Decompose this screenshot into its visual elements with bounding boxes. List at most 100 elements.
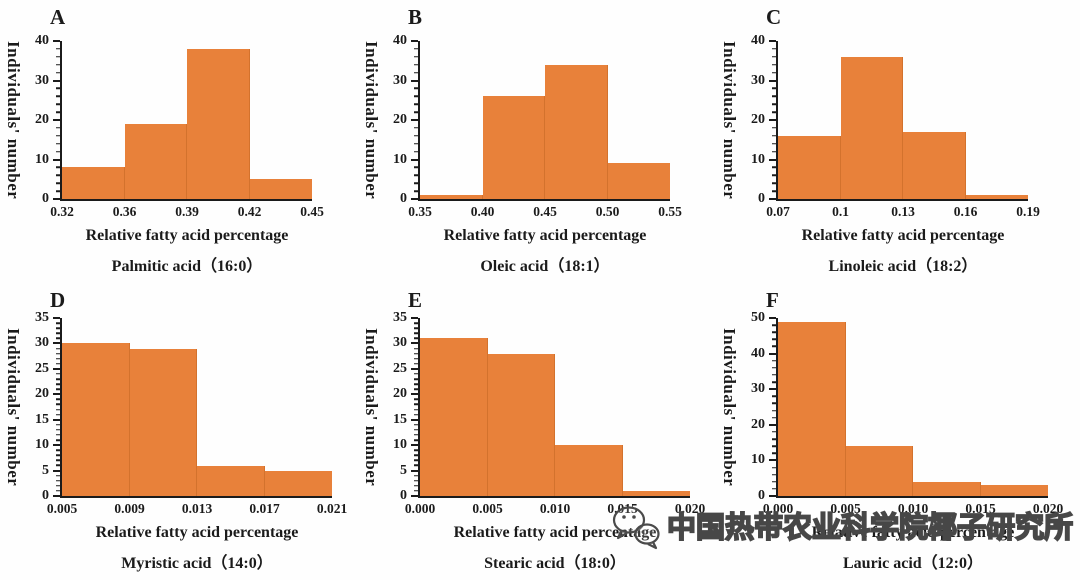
panel-body: Individuals' number 0 10 20 30 40 [0, 34, 352, 206]
y-minor-tick [56, 142, 60, 145]
y-axis-title: Individuals' number [362, 327, 381, 487]
histogram-bar [482, 96, 545, 199]
x-tick-row: 0.35 0.40 0.45 0.50 0.55 [408, 201, 682, 223]
y-minor-tick [772, 488, 776, 490]
y-tick-label: 10 [35, 437, 49, 453]
y-minor-tick [56, 87, 60, 90]
y-major-tick [53, 393, 60, 396]
histogram-bar [778, 321, 846, 496]
y-minor-tick [772, 431, 776, 433]
y-minor-tick [56, 332, 60, 334]
y-tick-label: 20 [35, 386, 49, 402]
y-tick-label: 40 [393, 33, 407, 48]
y-major-tick [53, 317, 60, 319]
y-minor-tick [772, 324, 776, 326]
y-tick-label: 30 [751, 72, 765, 88]
y-major-tick [411, 158, 418, 161]
y-minor-tick [772, 166, 776, 169]
y-minor-tick [56, 479, 60, 482]
y-tick-label: 30 [393, 335, 407, 351]
y-axis-title: Individuals' number [720, 327, 739, 487]
y-minor-tick [414, 327, 418, 329]
histogram-bar [420, 338, 488, 496]
y-tick-label: 30 [35, 335, 49, 351]
y-minor-tick [772, 445, 776, 447]
histogram-bar [840, 56, 903, 199]
y-minor-tick [772, 103, 776, 105]
histogram-bar [555, 445, 623, 496]
y-tick-label: 20 [393, 112, 407, 127]
histogram-bar [545, 64, 608, 199]
x-tick-label: 0.005 [472, 501, 503, 516]
y-minor-tick [56, 403, 60, 406]
y-tick-label: 0 [400, 191, 407, 206]
y-minor-tick [414, 454, 418, 457]
x-tick-label: 0.13 [891, 204, 915, 219]
x-tick-label: 0.010 [539, 501, 571, 516]
y-minor-tick [414, 142, 418, 145]
x-axis-title: Relative fatty acid percentage [85, 227, 289, 244]
y-tick-label: 0 [42, 488, 49, 503]
y-axis: 0 5 10 15 20 25 30 35 [384, 311, 418, 503]
x-tick-label: 0.16 [953, 204, 978, 219]
y-minor-tick [56, 388, 60, 390]
y-minor-tick [414, 434, 418, 436]
y-minor-tick [414, 87, 418, 90]
x-tick-row: 0.005 0.009 0.013 0.017 0.021 [47, 498, 347, 520]
y-minor-tick [772, 374, 776, 376]
y-major-tick [769, 317, 776, 319]
x-tick-label: 0.1 [832, 204, 849, 219]
y-minor-tick [56, 434, 60, 436]
y-major-tick [769, 459, 776, 462]
y-minor-tick [414, 150, 418, 153]
y-minor-tick [772, 190, 776, 192]
histogram-bar [607, 163, 670, 199]
y-major-tick [53, 158, 60, 161]
y-minor-tick [414, 479, 418, 482]
histogram-bar [965, 195, 1028, 199]
y-major-tick [411, 367, 418, 370]
y-minor-tick [772, 127, 776, 129]
y-minor-tick [772, 359, 776, 362]
y-major-tick [769, 352, 776, 355]
panel-letter: E [408, 288, 423, 312]
y-tick-label: 30 [35, 72, 49, 88]
y-major-tick [53, 469, 60, 472]
y-axis-title: Individuals' number [4, 40, 23, 200]
y-minor-tick [414, 182, 418, 184]
acid-caption: Oleic acid（18:1） [480, 258, 610, 275]
y-minor-tick [772, 56, 776, 58]
y-minor-tick [56, 464, 60, 467]
y-minor-tick [414, 174, 418, 177]
y-minor-tick [414, 95, 418, 98]
y-major-tick [769, 388, 776, 391]
y-minor-tick [772, 150, 776, 153]
y-minor-tick [56, 357, 60, 360]
y-axis: 0 10 20 30 40 [384, 34, 418, 206]
y-minor-tick [414, 373, 418, 375]
x-axis-title: Relative fatty acid percentage [801, 227, 1005, 244]
y-minor-tick [414, 464, 418, 467]
x-tick-label: 0.005 [46, 501, 78, 516]
x-tick-label: 0.000 [404, 501, 436, 516]
panel-body: Individuals' number 0 10 20 30 40 [358, 34, 710, 206]
y-minor-tick [56, 103, 60, 105]
y-minor-tick [414, 459, 418, 462]
histogram-bar [264, 470, 332, 496]
y-tick-label: 0 [758, 488, 765, 503]
y-minor-tick [414, 429, 418, 431]
y-major-tick [411, 393, 418, 396]
y-major-tick [411, 317, 418, 319]
y-minor-tick [56, 135, 60, 137]
y-tick-label: 10 [35, 151, 49, 167]
y-minor-tick [414, 71, 418, 74]
plot-area [418, 318, 690, 498]
histogram-bar [980, 485, 1048, 496]
y-minor-tick [56, 95, 60, 98]
histogram-bar [622, 490, 690, 496]
y-minor-tick [772, 345, 776, 348]
y-minor-tick [56, 383, 60, 385]
y-minor-tick [772, 71, 776, 74]
plot-area [776, 318, 1048, 498]
x-tick-row: 0.000 0.005 0.010 0.015 0.020 [405, 498, 705, 520]
